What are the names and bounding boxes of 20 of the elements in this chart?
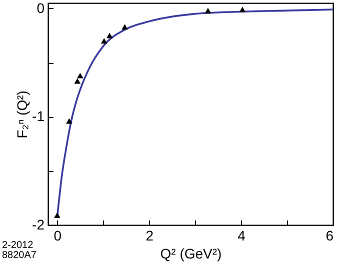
y-tick-label: 0 <box>36 0 45 16</box>
point <box>66 118 72 124</box>
x-tick-label: 6 <box>326 228 334 244</box>
x-tick-label: 4 <box>238 228 246 244</box>
x-tick-label: 2 <box>146 228 154 244</box>
y-tick-label: -2 <box>32 216 45 232</box>
point <box>77 72 84 78</box>
point <box>100 38 108 44</box>
text: 2-2012 <box>2 240 34 251</box>
point <box>122 24 128 30</box>
y-axis-title: F₂ⁿ (Q²) <box>14 90 30 138</box>
text: 8820A7 <box>2 250 37 261</box>
point <box>54 212 60 218</box>
point <box>74 78 81 84</box>
point <box>239 6 246 12</box>
point <box>204 8 212 14</box>
x-axis-title: Q² (GeV²) <box>160 246 222 262</box>
x-tick-label: 0 <box>54 228 62 244</box>
point <box>106 32 113 38</box>
y-tick-label: -1 <box>32 108 45 124</box>
